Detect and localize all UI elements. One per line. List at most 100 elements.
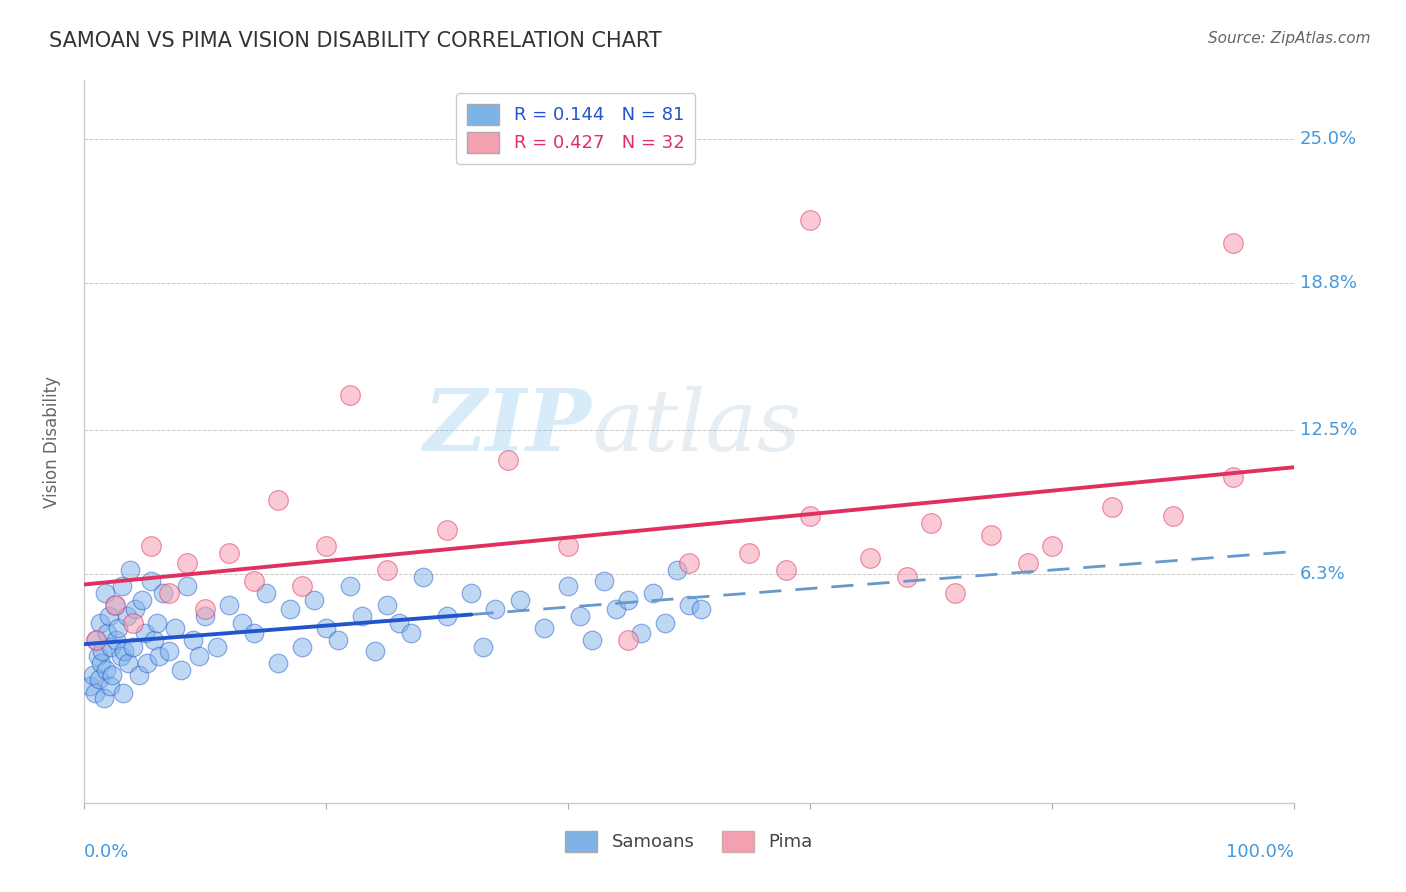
Point <box>157 586 180 600</box>
Y-axis label: Vision Disability: Vision Disability <box>42 376 60 508</box>
Point <box>472 640 495 654</box>
Point <box>690 602 713 616</box>
Point <box>557 540 579 554</box>
Point <box>339 579 361 593</box>
Point <box>188 648 211 663</box>
Point <box>302 593 325 607</box>
Point <box>920 516 942 530</box>
Point <box>412 570 434 584</box>
Point <box>496 453 519 467</box>
Point <box>176 579 198 593</box>
Point <box>291 640 314 654</box>
Point <box>557 579 579 593</box>
Point <box>110 648 132 663</box>
Point <box>104 598 127 612</box>
Text: 25.0%: 25.0% <box>1299 129 1357 147</box>
Point <box>617 593 640 607</box>
Point <box>152 586 174 600</box>
Point <box>86 648 108 663</box>
Point <box>617 632 640 647</box>
Legend: Samoans, Pima: Samoans, Pima <box>558 823 820 859</box>
Point <box>194 609 217 624</box>
Point <box>641 586 664 600</box>
Point <box>630 625 652 640</box>
Point <box>1017 556 1039 570</box>
Point <box>278 602 301 616</box>
Point <box>436 523 458 537</box>
Point <box>267 656 290 670</box>
Point <box>94 663 117 677</box>
Point <box>207 640 229 654</box>
Point <box>86 632 108 647</box>
Point <box>581 632 603 647</box>
Point <box>328 632 350 647</box>
Point <box>117 656 139 670</box>
Point <box>291 579 314 593</box>
Point <box>112 644 135 658</box>
Point <box>93 690 115 705</box>
Point <box>194 602 217 616</box>
Point <box>375 563 398 577</box>
Point <box>157 644 180 658</box>
Point <box>1222 236 1244 251</box>
Text: SAMOAN VS PIMA VISION DISABILITY CORRELATION CHART: SAMOAN VS PIMA VISION DISABILITY CORRELA… <box>49 31 662 51</box>
Point <box>104 598 127 612</box>
Point <box>134 625 156 640</box>
Point <box>176 556 198 570</box>
Point <box>101 667 124 681</box>
Point <box>124 602 146 616</box>
Point <box>509 593 531 607</box>
Point <box>111 579 134 593</box>
Point <box>315 540 337 554</box>
Point <box>352 609 374 624</box>
Point <box>148 648 170 663</box>
Point <box>738 546 761 560</box>
Point <box>84 686 107 700</box>
Point <box>136 656 159 670</box>
Point <box>254 586 277 600</box>
Text: atlas: atlas <box>592 385 801 468</box>
Text: 0.0%: 0.0% <box>84 843 129 861</box>
Point <box>267 492 290 507</box>
Point <box>218 546 240 560</box>
Point <box>799 509 821 524</box>
Point <box>97 609 120 624</box>
Text: Source: ZipAtlas.com: Source: ZipAtlas.com <box>1208 31 1371 46</box>
Point <box>86 632 108 647</box>
Point <box>128 667 150 681</box>
Point <box>115 609 138 624</box>
Point <box>139 574 162 589</box>
Point <box>143 632 166 647</box>
Point <box>339 388 361 402</box>
Point <box>569 609 592 624</box>
Point <box>90 656 112 670</box>
Point <box>121 640 143 654</box>
Point <box>436 609 458 624</box>
Point <box>104 632 127 647</box>
Point <box>107 621 129 635</box>
Point <box>242 625 264 640</box>
Point <box>896 570 918 584</box>
Point <box>593 574 616 589</box>
Point <box>980 528 1002 542</box>
Point <box>120 563 142 577</box>
Text: 100.0%: 100.0% <box>1226 843 1294 861</box>
Point <box>139 540 162 554</box>
Point <box>484 602 506 616</box>
Text: ZIP: ZIP <box>425 385 592 469</box>
Point <box>98 679 121 693</box>
Text: 12.5%: 12.5% <box>1299 421 1357 439</box>
Point <box>218 598 240 612</box>
Point <box>79 679 101 693</box>
Point <box>388 616 411 631</box>
Point <box>231 616 253 631</box>
Point <box>170 663 193 677</box>
Point <box>605 602 627 616</box>
Point <box>100 640 122 654</box>
Point <box>460 586 482 600</box>
Point <box>678 598 700 612</box>
Point <box>1101 500 1123 514</box>
Point <box>678 556 700 570</box>
Point <box>533 621 555 635</box>
Point <box>94 586 117 600</box>
